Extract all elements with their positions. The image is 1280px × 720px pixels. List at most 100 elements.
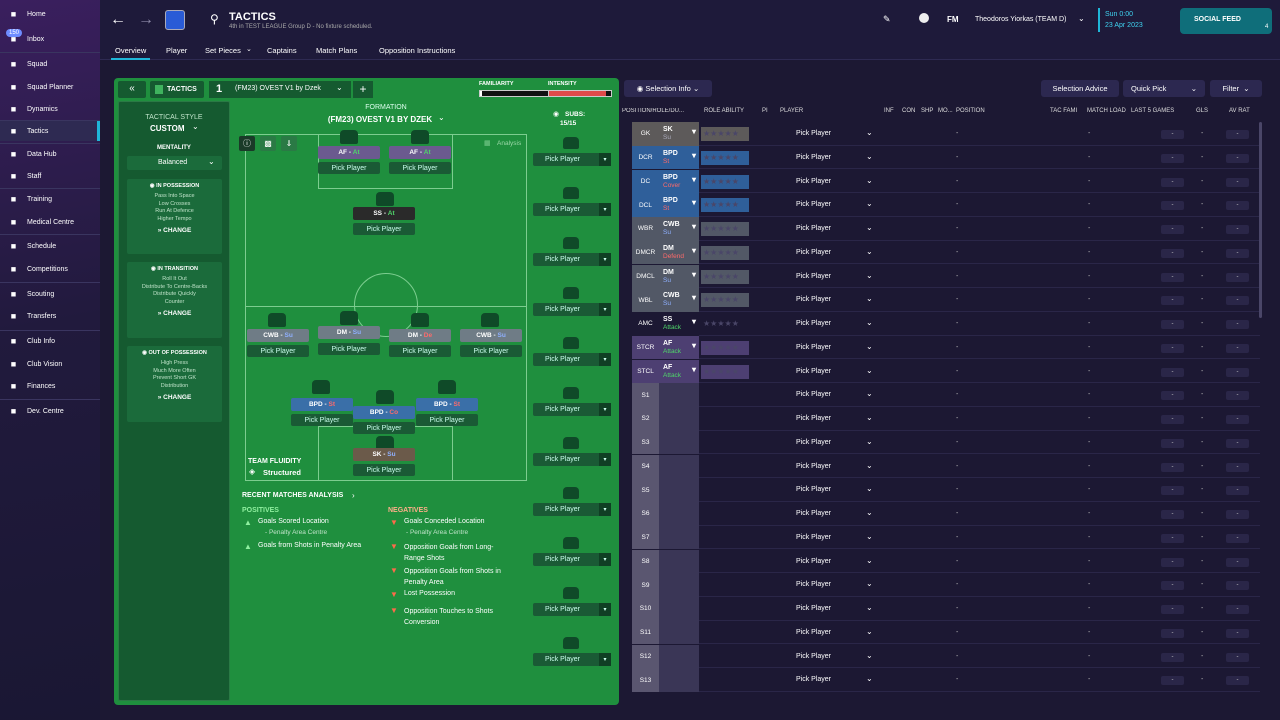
col-position[interactable]: POSITION xyxy=(956,108,985,114)
pick-player-select[interactable]: Pick Player xyxy=(353,223,415,235)
chevron-down-icon[interactable]: ⌄ xyxy=(866,365,873,375)
sub-pick-player-select[interactable]: Pick Player ▾ xyxy=(533,453,611,466)
chevron-down-icon[interactable]: ⌄ xyxy=(866,175,873,185)
pick-player-select[interactable]: Pick Player xyxy=(796,581,832,589)
chevron-down-icon[interactable]: ⌄ xyxy=(866,674,873,684)
sub-pick-player-select[interactable]: Pick Player ▾ xyxy=(533,603,611,616)
sidebar-item-finances[interactable]: ■ Finances xyxy=(0,376,100,396)
role-cell[interactable]: CWB Su ▾ xyxy=(659,288,699,312)
role-cell[interactable]: AF Attack ▾ xyxy=(659,359,699,384)
chevron-down-icon[interactable]: ▾ xyxy=(691,269,696,279)
sidebar-item-data-hub[interactable]: ■ Data Hub xyxy=(0,144,100,164)
role-cell[interactable]: AF Attack ▾ xyxy=(659,335,699,360)
tab-opposition-instructions[interactable]: Opposition Instructions xyxy=(379,46,456,55)
pick-player-select[interactable]: Pick Player xyxy=(796,343,832,351)
back-arrow-icon[interactable]: ← xyxy=(110,11,126,28)
role-cell[interactable] xyxy=(659,502,699,526)
chevron-down-icon[interactable]: ▾ xyxy=(599,503,611,516)
chevron-down-icon[interactable]: ▾ xyxy=(691,222,696,231)
role-cell[interactable] xyxy=(659,573,699,597)
col-shp[interactable]: SHP xyxy=(921,108,934,114)
pitch-role-wbr[interactable]: CWB - Su xyxy=(247,329,309,342)
col-tac-fami[interactable]: TAC FAMI xyxy=(1050,108,1078,114)
role-cell[interactable]: BPD St ▾ xyxy=(659,193,699,217)
pitch-role-stcl[interactable]: AF - At xyxy=(389,146,451,159)
sidebar-item-training[interactable]: ■ Training xyxy=(0,189,100,209)
chevron-down-icon[interactable]: ⌄ xyxy=(192,122,199,131)
pitch-role-dc[interactable]: BPD - Co xyxy=(353,406,415,419)
pick-player-select[interactable]: Pick Player xyxy=(796,320,832,327)
pitch-role-dcr[interactable]: BPD - St xyxy=(291,398,353,411)
pitch-role-gk[interactable]: SK - Su xyxy=(353,448,415,461)
scrollbar[interactable] xyxy=(1259,122,1262,318)
pick-player-select[interactable]: Pick Player xyxy=(796,296,832,304)
pick-player-select[interactable]: Pick Player xyxy=(389,345,451,357)
chevron-down-icon[interactable]: ▾ xyxy=(691,127,696,136)
chevron-down-icon[interactable]: ⌄ xyxy=(866,151,873,161)
chevron-down-icon[interactable]: ⌄ xyxy=(866,246,873,256)
chevron-down-icon[interactable]: ▾ xyxy=(599,653,611,666)
out-of-possession-box[interactable]: ◉ OUT OF POSSESSION High Press Much More… xyxy=(127,346,222,422)
role-cell[interactable] xyxy=(659,478,699,502)
pick-player-select[interactable]: Pick Player xyxy=(353,422,415,434)
pitch-role-dmcr[interactable]: DM - Su xyxy=(318,326,380,339)
sidebar-item-inbox[interactable]: ■ Inbox xyxy=(0,29,100,49)
sidebar-item-tactics[interactable]: ■ Tactics xyxy=(0,121,100,141)
pick-player-select[interactable]: Pick Player xyxy=(318,162,380,174)
collapse-button[interactable]: « xyxy=(118,81,146,98)
pick-player-select[interactable]: Pick Player xyxy=(796,177,832,185)
chevron-down-icon[interactable]: ⌄ xyxy=(866,579,873,589)
tab-set-pieces[interactable]: Set Pieces xyxy=(205,46,241,55)
chevron-down-icon[interactable]: ▾ xyxy=(599,203,611,216)
mentality-select[interactable] xyxy=(127,156,222,170)
info-button[interactable]: ⓘ xyxy=(239,136,255,151)
chevron-down-icon[interactable]: ⌄ xyxy=(1078,14,1085,23)
chevron-down-icon[interactable]: ⌄ xyxy=(438,113,445,122)
chevron-down-icon[interactable]: ⌄ xyxy=(866,555,873,565)
role-cell[interactable] xyxy=(659,525,699,550)
role-cell[interactable] xyxy=(659,407,699,431)
chevron-down-icon[interactable]: ⌄ xyxy=(866,341,873,351)
chevron-down-icon[interactable]: ⌄ xyxy=(866,460,873,470)
chevron-down-icon[interactable]: ▾ xyxy=(599,453,611,466)
chevron-down-icon[interactable]: ▾ xyxy=(599,353,611,366)
pick-player-select[interactable]: Pick Player xyxy=(247,345,309,357)
sidebar-item-medical-centre[interactable]: ■ Medical Centre xyxy=(0,212,100,232)
chevron-down-icon[interactable]: ▾ xyxy=(691,340,696,350)
pick-player-select[interactable]: Pick Player xyxy=(796,462,832,470)
selection-info-button[interactable]: ◉ Selection Info ⌄ xyxy=(624,80,712,97)
pick-player-select[interactable]: Pick Player xyxy=(796,486,832,494)
chevron-down-icon[interactable]: ⌄ xyxy=(866,484,873,494)
role-cell[interactable]: SK Su ▾ xyxy=(659,122,699,146)
tactic-slot-number[interactable]: 1 xyxy=(209,81,229,98)
chevron-down-icon[interactable]: ⌄ xyxy=(866,199,873,209)
social-feed-button[interactable] xyxy=(1180,8,1272,34)
chevron-down-icon[interactable]: ⌄ xyxy=(866,626,873,636)
change-button[interactable]: CHANGE xyxy=(163,310,192,317)
sub-pick-player-select[interactable]: Pick Player ▾ xyxy=(533,353,611,366)
sidebar-item-squad[interactable]: ■ Squad xyxy=(0,54,100,74)
tab-player[interactable]: Player xyxy=(166,46,188,55)
chevron-down-icon[interactable]: ⌄ xyxy=(866,603,873,612)
pick-player-select[interactable]: Pick Player xyxy=(796,438,832,446)
download-icon[interactable]: ⇓ xyxy=(281,136,297,151)
pick-player-select[interactable]: Pick Player xyxy=(353,464,415,476)
search-icon[interactable]: ⚲ xyxy=(210,12,219,26)
sidebar-item-club-info[interactable]: ■ Club Info xyxy=(0,331,100,351)
pick-player-select[interactable]: Pick Player xyxy=(796,676,832,684)
col-pi[interactable]: PI xyxy=(762,108,768,114)
sidebar-item-schedule[interactable]: ■ Schedule xyxy=(0,236,100,256)
manager-name[interactable]: Theodoros Yiorkas (TEAM D) xyxy=(975,16,1067,23)
role-cell[interactable]: DM Su ▾ xyxy=(659,264,699,289)
chevron-down-icon[interactable]: ⌄ xyxy=(866,389,873,399)
formation-name[interactable]: (FM23) OVEST V1 BY DZEK xyxy=(327,115,433,124)
chevron-down-icon[interactable]: ▾ xyxy=(691,150,696,160)
pitch-role-dmcl[interactable]: DM - De xyxy=(389,329,451,342)
col-match-load[interactable]: MATCH LOAD xyxy=(1087,108,1126,114)
sidebar-item-dynamics[interactable]: ■ Dynamics xyxy=(0,99,100,119)
sidebar-item-transfers[interactable]: ■ Transfers xyxy=(0,306,100,326)
chevron-down-icon[interactable]: ▾ xyxy=(691,364,696,374)
pick-player-select[interactable]: Pick Player xyxy=(796,248,832,256)
col-inf[interactable]: INF xyxy=(884,108,894,114)
tab-captains[interactable]: Captains xyxy=(267,46,297,55)
